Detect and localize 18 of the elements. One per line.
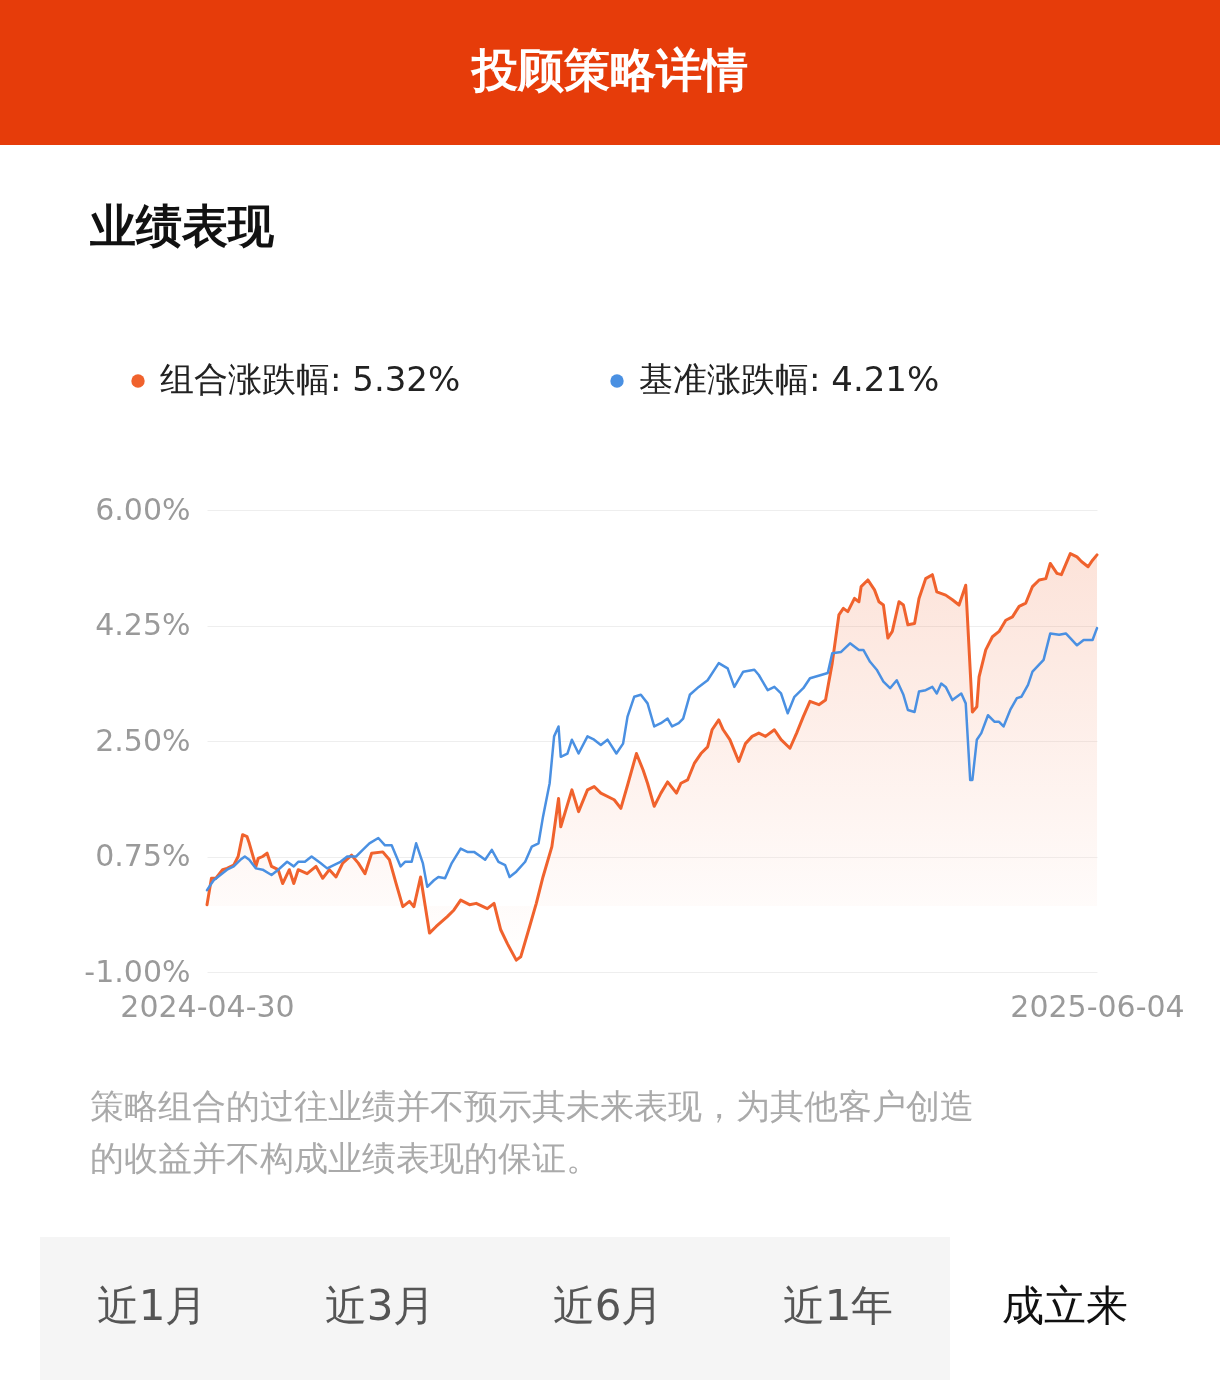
y-tick-label: 2.50% [95,722,191,758]
text: 近1月 [96,1281,208,1330]
y-tick-label: 4.25% [95,607,191,642]
chart-title: 投顾策略详情 [470,43,748,97]
y-tick-label: 6.00% [95,491,191,527]
chart-subtitle: 业绩表现 [90,199,275,253]
y-tick-label: -1.00% [84,953,191,989]
line-series [205,626,1099,892]
x-tick-label: 2024-04-30 [120,988,295,1024]
text: 近1年 [782,1281,894,1330]
text: 成立来 [1002,1281,1128,1330]
y-tick-label: 0.75% [95,838,191,873]
x-tick-label: 2025-06-04 [1010,988,1185,1024]
text: 近3月 [324,1281,436,1330]
legend-label: 基准涨跌幅: 4.21% [639,359,940,399]
text: 近6月 [552,1281,664,1330]
text: 策略组合的过往业绩并不预示其未来表现，为其他客户创造的收益并不构成业绩表现的保证。 [90,1086,974,1178]
legend-label: 组合涨跌幅: 5.32% [160,359,461,399]
